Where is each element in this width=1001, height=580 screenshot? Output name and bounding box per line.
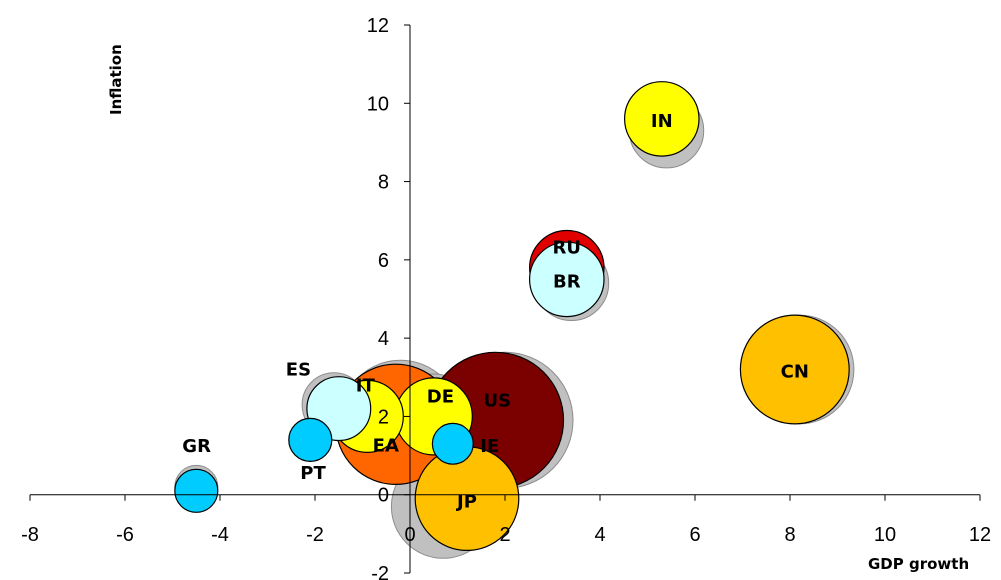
bubble-label-es: ES xyxy=(286,360,311,381)
y-tick-label: 6 xyxy=(378,250,389,272)
x-tick-label: 12 xyxy=(969,524,991,546)
bubble-ie xyxy=(431,422,474,465)
bubble-pt xyxy=(288,417,333,462)
axes: -8 -6 -4 -2 0 2 4 6 8 10 12 -2 0 2 4 6 8 10 12 xyxy=(21,15,991,580)
x-tick-label: -2 xyxy=(306,524,324,546)
x-tick-label: 2 xyxy=(499,524,510,546)
y-tick-label: 8 xyxy=(378,172,389,194)
y-tick-label: 0 xyxy=(378,485,389,507)
x-tick-label: 4 xyxy=(594,524,605,546)
y-tick-label: 10 xyxy=(367,93,389,115)
bubble-cn xyxy=(739,314,850,425)
bubble-label-us: US xyxy=(484,390,512,411)
bubble-label-it: IT xyxy=(356,375,376,396)
bubble-in xyxy=(623,81,700,157)
x-tick-label: -6 xyxy=(116,524,134,546)
x-tick-label: -4 xyxy=(211,524,229,546)
x-tick-label: -8 xyxy=(21,524,39,546)
x-tick-label: 6 xyxy=(689,524,700,546)
bubble-label-cn: CN xyxy=(781,362,809,383)
bubble-label-in: IN xyxy=(651,111,673,132)
bubble-label-ie: IE xyxy=(480,436,499,457)
y-tick-label: 2 xyxy=(378,406,389,428)
x-axis-title: GDP growth xyxy=(868,555,969,573)
x-tick-label: 8 xyxy=(784,524,795,546)
x-tick-label: 0 xyxy=(404,524,415,546)
y-axis-title: Inflation xyxy=(107,44,125,115)
bubble-labels: JP US EA DE IT ES PT GR IE CN IN RU BR xyxy=(182,111,809,513)
bubble-label-gr: GR xyxy=(182,436,211,457)
bubble-label-de: DE xyxy=(427,386,454,407)
y-tick-label: 4 xyxy=(378,328,389,350)
y-tick-label: -2 xyxy=(371,563,389,580)
bubble-label-pt: PT xyxy=(300,463,326,484)
bubble-br xyxy=(528,241,605,318)
bubble-label-ru: RU xyxy=(553,238,581,259)
x-tick-label: 10 xyxy=(874,524,896,546)
bubble-label-jp: JP xyxy=(455,492,477,513)
bubbles xyxy=(174,81,850,552)
bubble-label-br: BR xyxy=(553,271,581,292)
y-tick-label: 12 xyxy=(367,15,389,37)
bubble-label-ea: EA xyxy=(373,435,399,456)
bubble-gr xyxy=(174,468,219,513)
